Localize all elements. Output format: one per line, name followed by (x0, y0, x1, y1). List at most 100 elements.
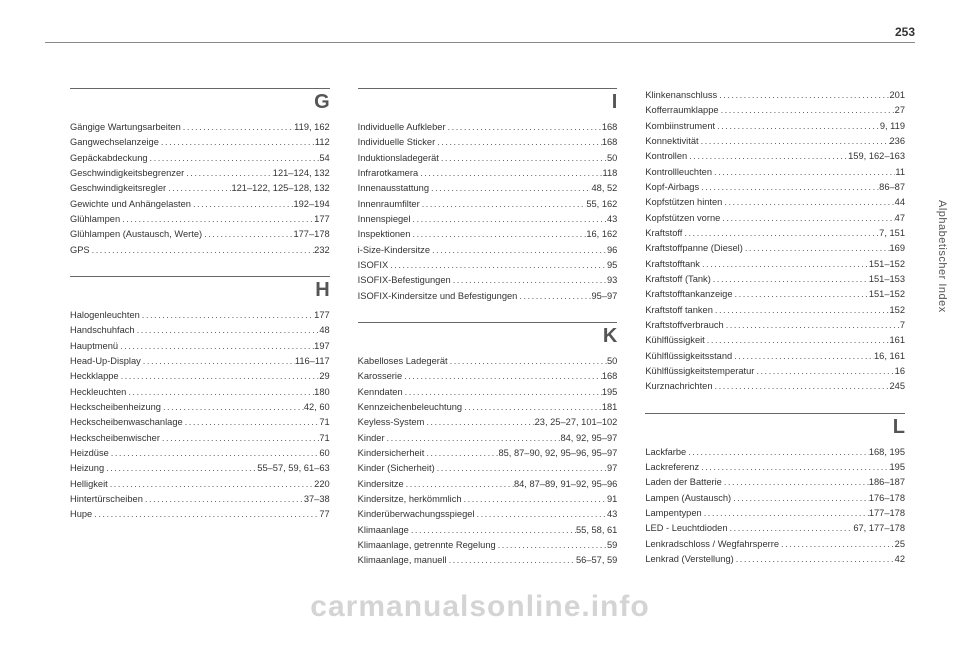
entry-leader-dots (687, 149, 848, 164)
index-entry: Heckscheibenwaschanlage71 (70, 415, 330, 430)
entry-leader-dots (418, 166, 602, 181)
entry-term: Kraftstoff (Tank) (645, 272, 710, 287)
entry-leader-dots (724, 318, 900, 333)
entry-leader-dots (713, 303, 890, 318)
entry-page: 161 (890, 333, 906, 348)
entry-leader-dots (143, 492, 304, 507)
index-entry: Kontrollleuchten11 (645, 165, 905, 180)
entry-term: Lampen (Austausch) (645, 491, 731, 506)
entry-page: 47 (895, 211, 905, 226)
index-entry: Kindersitze84, 87–89, 91–92, 95–96 (358, 477, 618, 492)
entry-leader-dots (92, 507, 319, 522)
entry-term: Gangwechselanzeige (70, 135, 159, 150)
entry-page: 42 (895, 552, 905, 567)
entry-term: i-Size-Kindersitze (358, 243, 430, 258)
entry-term: LED - Leuchtdioden (645, 521, 727, 536)
index-entry: Kinder (Sicherheit)97 (358, 461, 618, 476)
entry-leader-dots (711, 272, 869, 287)
index-entry: Lampentypen 177–178 (645, 506, 905, 521)
entry-term: ISOFIX-Kindersitze und Befestigungen (358, 289, 518, 304)
index-entry: Gängige Wartungsarbeiten119, 162 (70, 120, 330, 135)
entry-term: Kraftstoffverbrauch (645, 318, 723, 333)
entry-leader-dots (135, 323, 320, 338)
entry-page: 151–152 (869, 287, 905, 302)
entry-leader-dots (118, 339, 314, 354)
entry-leader-dots (496, 538, 607, 553)
entry-leader-dots (108, 477, 314, 492)
index-column: Klinkenanschluss201Kofferraumklappe27Kom… (645, 88, 905, 569)
entry-term: Lampentypen (645, 506, 701, 521)
entry-page: 7 (900, 318, 905, 333)
entry-page: 97 (607, 461, 617, 476)
entry-page: 59 (607, 538, 617, 553)
entry-page: 44 (895, 195, 905, 210)
entry-term: Innenspiegel (358, 212, 411, 227)
entry-leader-dots (388, 258, 607, 273)
entry-term: Hauptmenü (70, 339, 118, 354)
index-entry: Gepäckabdeckung54 (70, 151, 330, 166)
entry-term: Kraftstofftankanzeige (645, 287, 732, 302)
entry-leader-dots (160, 431, 319, 446)
entry-term: Geschwindigkeitsregler (70, 181, 166, 196)
entry-term: Kofferraumklappe (645, 103, 718, 118)
entry-page: 42, 60 (304, 400, 330, 415)
entry-term: Handschuhfach (70, 323, 135, 338)
index-entry: Kontrollen159, 162–163 (645, 149, 905, 164)
entry-term: Geschwindigkeitsbegrenzer (70, 166, 184, 181)
entry-leader-dots (699, 180, 879, 195)
entry-leader-dots (410, 227, 586, 242)
entry-leader-dots (90, 243, 315, 258)
index-entry: i-Size-Kindersitze96 (358, 243, 618, 258)
entry-page: 43 (607, 212, 617, 227)
entry-page: 55, 162 (586, 197, 617, 212)
entry-page: 197 (314, 339, 330, 354)
section-letter: L (645, 413, 905, 439)
entry-page: 84, 87–89, 91–92, 95–96 (514, 477, 617, 492)
entry-term: Lackfarbe (645, 445, 686, 460)
entry-term: Kopfstützen vorne (645, 211, 720, 226)
index-entry: Kühlflüssigkeitsstand16, 161 (645, 349, 905, 364)
entry-term: Kontrollen (645, 149, 687, 164)
index-content: GGängige Wartungsarbeiten119, 162Gangwec… (70, 88, 905, 569)
index-entry: Kraftstoff (Tank)151–153 (645, 272, 905, 287)
entry-leader-dots (462, 492, 607, 507)
entry-page: 95 (607, 258, 617, 273)
entry-page: 168, 195 (869, 445, 905, 460)
entry-page: 77 (319, 507, 329, 522)
index-entry: Kindersicherheit85, 87–90, 92, 95–96, 95… (358, 446, 618, 461)
index-entry: Kombiinstrument9, 119 (645, 119, 905, 134)
index-entry: Head-Up-Display116–117 (70, 354, 330, 369)
entry-page: 177 (314, 212, 330, 227)
entry-term: Individuelle Aufkleber (358, 120, 446, 135)
index-entry: Individuelle Sticker168 (358, 135, 618, 150)
entry-page: 11 (895, 165, 905, 180)
index-entry: GPS232 (70, 243, 330, 258)
entry-page: 86–87 (879, 180, 905, 195)
index-entry: Gewichte und Anhängelasten192–194 (70, 197, 330, 212)
entry-page: 48, 52 (591, 181, 617, 196)
entry-page: 177–178 (869, 506, 905, 521)
entry-leader-dots (702, 506, 869, 521)
entry-term: Lackreferenz (645, 460, 699, 475)
entry-leader-dots (447, 553, 576, 568)
index-entry: Heckleuchten180 (70, 385, 330, 400)
entry-leader-dots (779, 537, 895, 552)
index-entry: ISOFIX-Kindersitze und Befestigungen95–9… (358, 289, 618, 304)
entry-term: Kennzeichenbeleuchtung (358, 400, 462, 415)
entry-page: 121–122, 125–128, 132 (231, 181, 329, 196)
entry-term: Hintertürscheiben (70, 492, 143, 507)
entry-term: Heizdüse (70, 446, 109, 461)
index-entry: Individuelle Aufkleber168 (358, 120, 618, 135)
index-entry: Kopfstützen vorne 47 (645, 211, 905, 226)
entry-term: Kabelloses Ladegerät (358, 354, 448, 369)
index-entry: Innenausstattung48, 52 (358, 181, 618, 196)
entry-leader-dots (184, 166, 273, 181)
entry-page: 50 (607, 354, 617, 369)
entry-term: Kopfstützen hinten (645, 195, 722, 210)
entry-page: 16 (895, 364, 905, 379)
entry-term: Kindersitze, herkömmlich (358, 492, 462, 507)
entry-term: Heckklappe (70, 369, 119, 384)
index-entry: Heizdüse60 (70, 446, 330, 461)
entry-leader-dots (686, 445, 869, 460)
side-tab-label: Alphabetischer Index (936, 200, 948, 313)
